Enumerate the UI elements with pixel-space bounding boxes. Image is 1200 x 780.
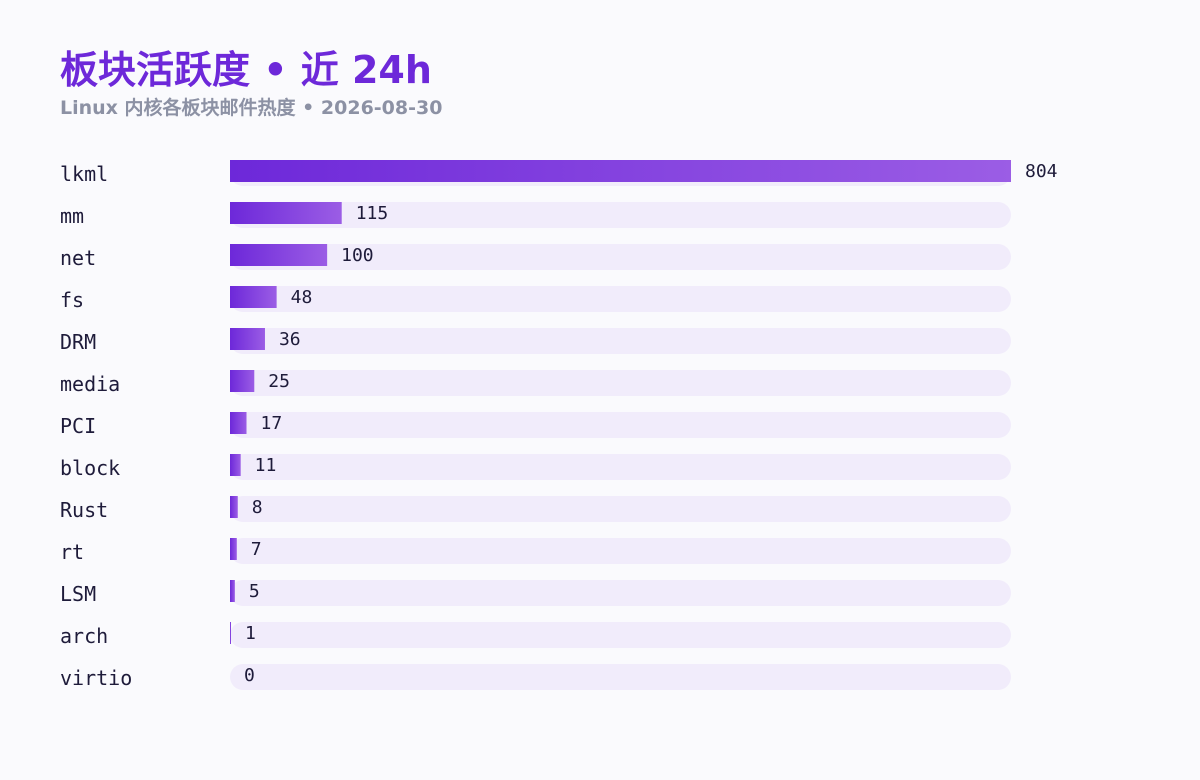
bar-track-6 (230, 412, 1011, 438)
value-label-2: 100 (341, 245, 374, 266)
bar-0 (230, 160, 1011, 182)
bar-4 (230, 328, 265, 350)
category-label-12: virtio (60, 666, 132, 690)
bar-track-5 (230, 370, 1011, 396)
bar-5 (230, 370, 255, 392)
value-label-10: 5 (249, 581, 260, 602)
bar-track-2 (230, 244, 1011, 270)
bar-2 (230, 244, 328, 266)
bar-track-12 (230, 664, 1011, 690)
value-label-6: 17 (261, 413, 283, 434)
category-label-2: net (60, 246, 96, 270)
bar-1 (230, 202, 342, 224)
bar-track-10 (230, 580, 1011, 606)
value-label-9: 7 (251, 539, 262, 560)
bar-10 (230, 580, 235, 602)
category-label-11: arch (60, 624, 108, 648)
bar-track-11 (230, 622, 1011, 648)
category-label-0: lkml (60, 162, 108, 186)
category-label-10: LSM (60, 582, 96, 606)
category-label-4: DRM (60, 330, 96, 354)
value-label-5: 25 (268, 371, 290, 392)
bar-9 (230, 538, 237, 560)
bar-track-3 (230, 286, 1011, 312)
value-label-11: 1 (245, 623, 256, 644)
category-label-8: Rust (60, 498, 108, 522)
category-label-5: media (60, 372, 120, 396)
category-label-3: fs (60, 288, 84, 312)
category-label-6: PCI (60, 414, 96, 438)
bar-8 (230, 496, 238, 518)
value-label-4: 36 (279, 329, 301, 350)
category-label-1: mm (60, 204, 84, 228)
bar-track-7 (230, 454, 1011, 480)
value-label-7: 11 (255, 455, 277, 476)
chart-subtitle: Linux 内核各板块邮件热度 • 2026-08-30 (60, 97, 443, 119)
category-label-9: rt (60, 540, 84, 564)
bar-7 (230, 454, 241, 476)
bar-track-9 (230, 538, 1011, 564)
bar-track-1 (230, 202, 1011, 228)
bar-track-4 (230, 328, 1011, 354)
bar-3 (230, 286, 277, 308)
value-label-1: 115 (356, 203, 389, 224)
value-label-3: 48 (291, 287, 313, 308)
bar-11 (230, 622, 231, 644)
value-label-12: 0 (244, 665, 255, 686)
value-label-0: 804 (1025, 161, 1058, 182)
category-label-7: block (60, 456, 120, 480)
value-label-8: 8 (252, 497, 263, 518)
bar-6 (230, 412, 247, 434)
bar-track-8 (230, 496, 1011, 522)
chart-title: 板块活跃度 • 近 24h (60, 48, 432, 92)
